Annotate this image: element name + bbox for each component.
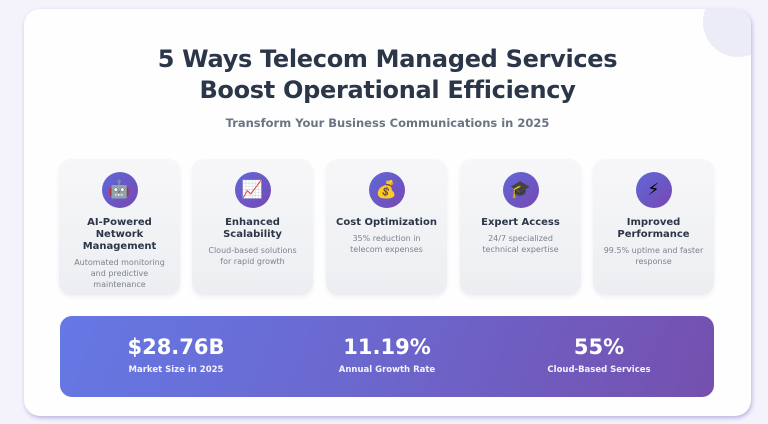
page-subtitle: Transform Your Business Communications i…: [225, 116, 550, 130]
feature-card-expert: 🎓 Expert Access 24/7 specialized technic…: [460, 159, 581, 295]
feature-title: Cost Optimization: [336, 217, 437, 228]
feature-description: Cloud-based solutions for rapid growth: [208, 246, 297, 266]
title-line-1: 5 Ways Telecom Managed Services: [157, 45, 618, 73]
feature-card-performance: ⚡ Improved Performance 99.5% uptime and …: [593, 159, 714, 295]
graduation-cap-icon: 🎓: [502, 172, 539, 208]
stat-market-size: $28.76B Market Size in 2025: [76, 335, 276, 375]
stats-banner: $28.76B Market Size in 2025 11.19% Annua…: [60, 316, 714, 397]
stat-label: Market Size in 2025: [128, 365, 224, 375]
feature-title: Expert Access: [481, 217, 560, 228]
feature-description: Automated monitoring and predictive main…: [74, 258, 165, 289]
feature-description: 24/7 specialized technical expertise: [482, 234, 559, 254]
feature-description: 35% reduction in telecom expenses: [350, 234, 423, 254]
stat-label: Annual Growth Rate: [338, 365, 436, 375]
feature-card-cost: 💰 Cost Optimization 35% reduction in tel…: [326, 159, 447, 295]
money-bag-icon: 💰: [368, 172, 405, 208]
feature-description: 99.5% uptime and faster response: [603, 246, 704, 266]
stat-label: Cloud-Based Services: [547, 365, 651, 375]
feature-card-ai-network: 🤖 AI-Powered Network Management Automate…: [59, 159, 180, 295]
stat-value: 55%: [573, 335, 625, 359]
infographic-card: 5 Ways Telecom Managed Services Boost Op…: [24, 9, 751, 416]
page-title: 5 Ways Telecom Managed Services Boost Op…: [24, 44, 751, 106]
stat-cloud-services: 55% Cloud-Based Services: [499, 335, 699, 375]
stat-growth-rate: 11.19% Annual Growth Rate: [287, 335, 487, 375]
chart-increasing-icon: 📈: [234, 172, 271, 208]
feature-title: Improved Performance: [617, 217, 690, 240]
lightning-icon: ⚡: [635, 172, 672, 208]
title-line-2: Boost Operational Efficiency: [199, 76, 576, 104]
feature-title: Enhanced Scalability: [223, 217, 282, 240]
stat-value: 11.19%: [343, 335, 431, 359]
feature-card-scalability: 📈 Enhanced Scalability Cloud-based solut…: [192, 159, 313, 295]
robot-icon: 🤖: [101, 172, 138, 208]
feature-title: AI-Powered Network Management: [82, 217, 157, 252]
stat-value: $28.76B: [127, 335, 225, 359]
